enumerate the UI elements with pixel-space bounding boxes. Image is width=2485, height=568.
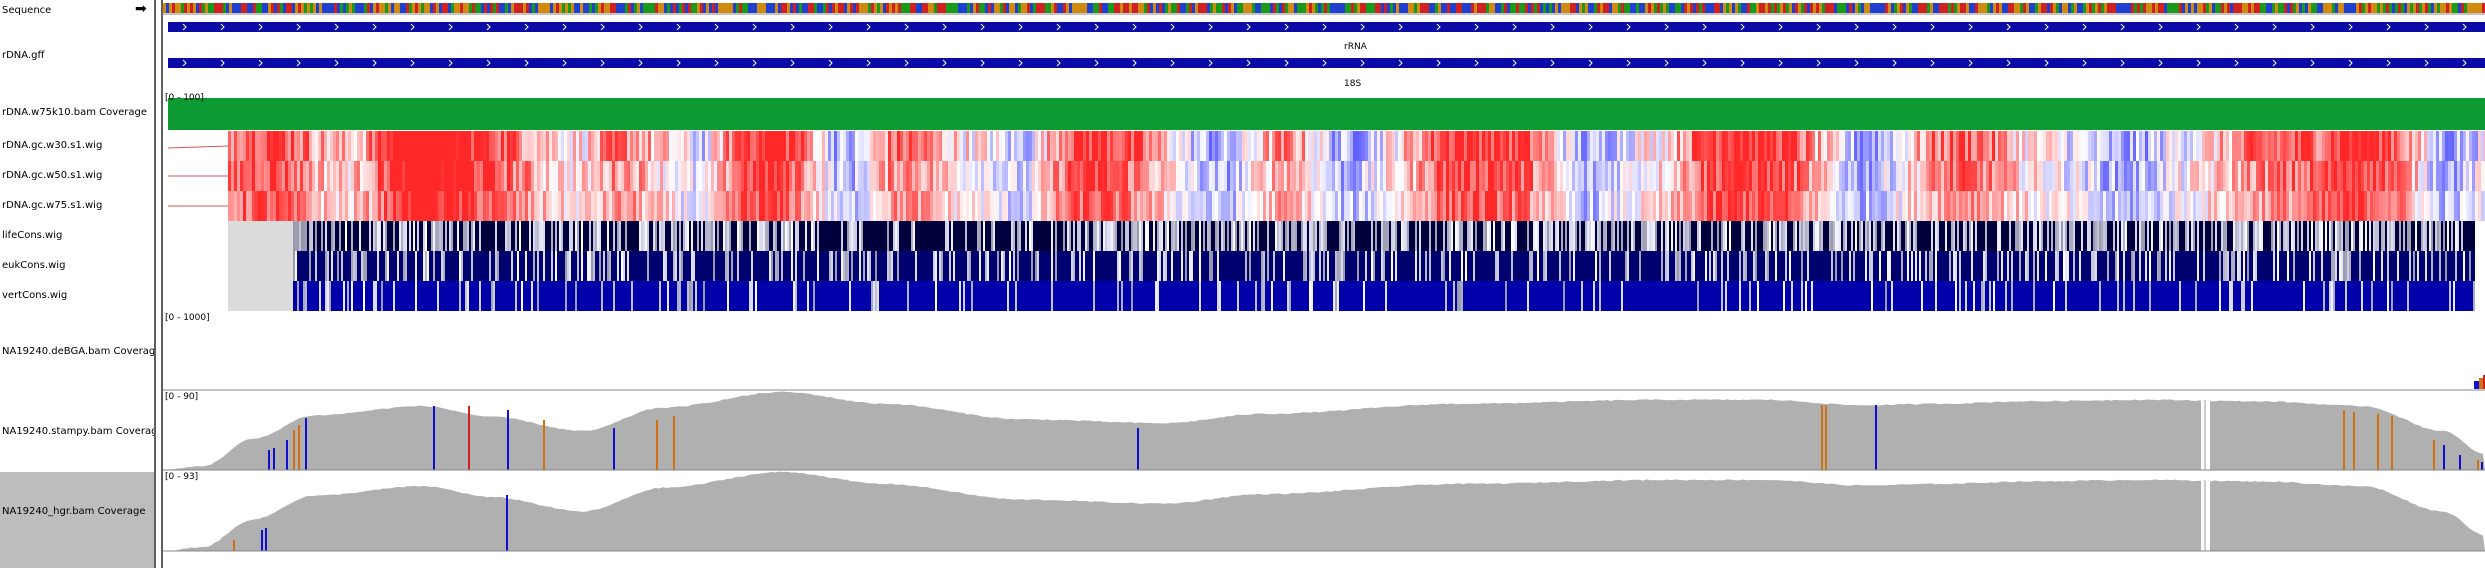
range-hgr: [0 - 93] [165,472,199,482]
right-arrow-icon[interactable]: ➡ [135,1,147,17]
track-name-gc-w30[interactable]: rDNA.gc.w30.s1.wig [2,140,103,151]
track-name-coverage-w75[interactable]: rDNA.w75k10.bam Coverage [2,107,148,118]
range-debga: [0 - 1000] [165,313,210,323]
track-name-debga[interactable]: NA19240.deBGA.bam Coverage [2,346,162,357]
gff-label-rrna: rRNA [1344,42,1367,52]
hgr-mismatches [233,472,2210,551]
track-name-sequence[interactable]: Sequence [2,5,52,16]
hgr-coverage-area [163,471,2485,551]
attribute-panel [156,0,161,568]
track-name-stampy[interactable]: NA19240.stampy.bam Coverage [2,426,164,437]
data-panel: rRNA 18S [0 - 100] [0 - 1000] [0 - 90] [… [163,0,2485,568]
debga-coverage [2474,375,2485,389]
gff-feature-18s[interactable] [168,58,2485,68]
track-name-gc-w50[interactable]: rDNA.gc.w50.s1.wig [2,170,103,181]
gc-heatmaps [167,131,2485,221]
track-name-gc-w75[interactable]: rDNA.gc.w75.s1.wig [2,200,103,211]
panel-divider[interactable] [154,0,156,568]
stampy-mismatches [268,392,2483,470]
track-name-euk-cons[interactable]: eukCons.wig [2,260,66,271]
gff-label-18s: 18S [1344,79,1362,89]
track-name-vert-cons[interactable]: vertCons.wig [2,290,68,301]
panel-divider[interactable] [161,0,163,568]
range-stampy: [0 - 90] [165,392,199,402]
conservation-heatmaps [228,221,2475,311]
track-name-gff[interactable]: rDNA.gff [2,50,45,61]
coverage-w75-bar [168,98,2485,130]
stampy-coverage-area [163,391,2485,471]
track-canvas [163,3,2485,552]
selected-track-highlight [0,472,154,568]
gff-feature-rrna[interactable] [168,22,2485,32]
track-name-life-cons[interactable]: lifeCons.wig [2,230,63,241]
range-coverage-w75: [0 - 100] [165,93,204,103]
track-name-panel: Sequence rDNA.gff rDNA.w75k10.bam Covera… [0,0,164,568]
sequence-bases [163,3,2485,13]
track-name-hgr[interactable]: NA19240_hgr.bam Coverage [2,506,146,517]
